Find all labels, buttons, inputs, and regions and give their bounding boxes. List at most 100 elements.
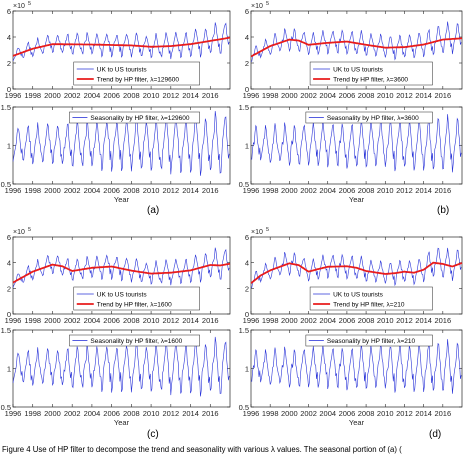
x-tick-label: 2006 xyxy=(339,186,356,195)
y-exponent-label: ×10 xyxy=(13,229,25,236)
subfigure-label-a: (a) xyxy=(147,205,159,216)
x-tick-label: 2004 xyxy=(84,316,101,325)
x-tick-label: 1998 xyxy=(262,409,279,418)
panel-a-trend: 0 2 4 6×10 5 1996 1998 2000 2002 2004 2006 2008 2010… xyxy=(5,1,231,100)
y-tick-label: 2 xyxy=(245,284,249,293)
x-tick-label: 1998 xyxy=(24,91,41,100)
x-tick-label: 2016 xyxy=(434,316,451,325)
x-tick-label: 2002 xyxy=(300,186,317,195)
x-tick-label: 2016 xyxy=(434,186,451,195)
x-tick-label: 2004 xyxy=(319,186,336,195)
x-tick-label: 1998 xyxy=(262,91,279,100)
y-tick-label: 4 xyxy=(7,33,11,42)
y-exponent-label: ×10 xyxy=(251,3,263,10)
x-tick-label: 2012 xyxy=(162,316,179,325)
x-tick-label: 2000 xyxy=(281,316,298,325)
x-axis-label: Year xyxy=(114,418,130,427)
y-tick-label: 6 xyxy=(7,7,11,16)
y-exponent-power: 5 xyxy=(266,1,269,7)
legend-box xyxy=(305,111,433,124)
x-tick-label: 2014 xyxy=(182,186,199,195)
subfigure-label-d: (d) xyxy=(429,429,441,440)
y-exponent-power: 5 xyxy=(266,227,269,233)
x-tick-label: 2002 xyxy=(64,186,81,195)
x-tick-label: 2012 xyxy=(396,409,413,418)
legend-entry-trend: Trend by HP filter, λ=129600 xyxy=(97,77,180,84)
x-tick-label: 2014 xyxy=(415,409,432,418)
y-tick-label: 0.5 xyxy=(1,180,11,189)
x-tick-label: 2002 xyxy=(64,409,81,418)
y-tick-label: 0.5 xyxy=(239,180,249,189)
y-tick-label: 2 xyxy=(245,59,249,68)
x-tick-label: 2000 xyxy=(44,91,61,100)
x-tick-label: 2002 xyxy=(64,316,81,325)
x-tick-label: 2004 xyxy=(84,409,101,418)
legend-box xyxy=(73,286,200,311)
series-line-data xyxy=(12,247,230,288)
y-tick-label: 0.5 xyxy=(239,403,249,412)
x-tick-label: 2008 xyxy=(123,186,140,195)
x-tick-label: 2016 xyxy=(202,186,219,195)
legend-entry-trend: Trend by HP filter, λ=3600 xyxy=(333,77,408,84)
x-tick-label: 2008 xyxy=(358,186,375,195)
x-tick-label: 2000 xyxy=(281,91,298,100)
panel-d-trend: 0 2 4 6×10 5 1996 1998 2000 2002 2004 2006 2008 2010… xyxy=(243,227,463,325)
series-line-trend xyxy=(250,261,463,284)
x-tick-label: 2010 xyxy=(143,409,160,418)
legend-box xyxy=(73,61,200,86)
x-tick-label: 2006 xyxy=(339,91,356,100)
x-tick-label: 1996 xyxy=(5,409,22,418)
x-tick-label: 2012 xyxy=(396,316,413,325)
x-tick-label: 2012 xyxy=(396,91,413,100)
x-tick-label: 2006 xyxy=(103,186,120,195)
figure-caption: Figure 4 Use of HP filter to decompose t… xyxy=(2,445,402,454)
x-tick-label: 2006 xyxy=(103,91,120,100)
subfigure-label-c: (c) xyxy=(147,429,159,440)
y-tick-label: 0 xyxy=(245,85,249,94)
x-tick-label: 2002 xyxy=(300,91,317,100)
y-tick-label: 1 xyxy=(245,365,249,374)
axes-box xyxy=(12,10,231,90)
x-tick-label: 2008 xyxy=(123,316,140,325)
legend-box xyxy=(309,61,433,86)
y-tick-label: 1.5 xyxy=(1,103,11,112)
y-tick-label: 0 xyxy=(7,310,11,319)
x-tick-label: 2016 xyxy=(434,409,451,418)
x-tick-label: 2012 xyxy=(162,186,179,195)
x-tick-label: 2000 xyxy=(281,409,298,418)
x-tick-label: 2010 xyxy=(377,91,394,100)
y-tick-label: 1 xyxy=(7,365,11,374)
x-tick-label: 2010 xyxy=(377,409,394,418)
x-tick-label: 2016 xyxy=(202,409,219,418)
series-line-trend xyxy=(12,262,231,284)
series-line-data xyxy=(250,114,462,173)
x-tick-label: 2004 xyxy=(84,186,101,195)
x-tick-label: 2000 xyxy=(44,409,61,418)
series-line-data xyxy=(12,111,230,176)
x-tick-label: 2006 xyxy=(103,409,120,418)
y-tick-label: 1.5 xyxy=(239,326,249,335)
series-line-data xyxy=(12,22,230,62)
legend-box xyxy=(309,286,433,311)
legend-entry-trend: Trend by HP filter, λ=210 xyxy=(333,302,405,309)
x-tick-label: 2000 xyxy=(44,186,61,195)
x-tick-label: 2006 xyxy=(339,409,356,418)
x-tick-label: 2014 xyxy=(182,316,199,325)
x-tick-label: 1998 xyxy=(262,186,279,195)
x-tick-label: 2014 xyxy=(415,186,432,195)
x-tick-label: 2010 xyxy=(143,316,160,325)
x-axis-label: Year xyxy=(114,195,130,204)
y-tick-label: 4 xyxy=(245,259,249,268)
y-tick-label: 2 xyxy=(7,59,11,68)
y-tick-label: 1.5 xyxy=(1,326,11,335)
x-tick-label: 1996 xyxy=(5,316,22,325)
legend-entry-seasonality: Seasonality by HP filter, λ=3600 xyxy=(327,115,419,122)
x-tick-label: 2004 xyxy=(319,316,336,325)
x-tick-label: 2014 xyxy=(182,409,199,418)
x-tick-label: 1998 xyxy=(24,186,41,195)
x-tick-label: 1996 xyxy=(243,316,260,325)
y-tick-label: 6 xyxy=(7,233,11,242)
y-tick-label: 4 xyxy=(245,33,249,42)
x-tick-label: 2002 xyxy=(300,409,317,418)
